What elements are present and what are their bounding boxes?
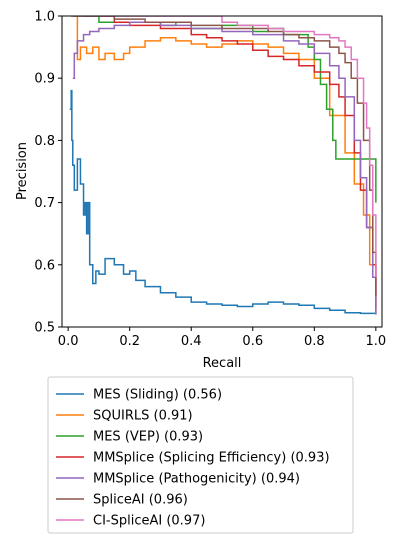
series-line-5: [83, 16, 377, 296]
x-tick-label: 0.0: [58, 334, 79, 349]
y-tick-label: 1.0: [34, 10, 55, 25]
legend-label: MMSplice (Pathogenicity) (0.94): [93, 472, 300, 487]
y-tick-label: 0.5: [34, 321, 55, 336]
y-axis-label: Precision: [15, 142, 30, 200]
x-tick-label: 0.8: [304, 334, 325, 349]
legend-label: MMSplice (Splicing Efficiency) (0.93): [93, 451, 330, 466]
x-tick-label: 1.0: [366, 334, 387, 349]
series-line-1: [71, 16, 377, 315]
series-line-0: [69, 89, 377, 315]
series-line-3: [98, 16, 377, 309]
legend-label: MES (VEP) (0.93): [93, 430, 203, 445]
legend-items: MES (Sliding) (0.56) SQUIRLS (0.91) MES (V…: [56, 388, 330, 529]
series-line-4: [72, 21, 377, 315]
y-axis-ticks: 0.5 0.6 0.7 0.8 0.9 1.0: [34, 10, 62, 336]
legend-frame: [47, 376, 354, 534]
y-tick-label: 0.7: [34, 196, 55, 211]
y-tick-label: 0.6: [34, 258, 55, 273]
x-tick-label: 0.2: [119, 334, 140, 349]
x-axis-label: Recall: [203, 356, 242, 371]
legend-label: SQUIRLS (0.91): [93, 409, 193, 424]
legend-label: MES (Sliding) (0.56): [93, 388, 222, 403]
x-tick-label: 0.6: [242, 334, 263, 349]
plot-frame: [61, 15, 383, 328]
y-tick-label: 0.8: [34, 134, 55, 149]
legend-label: SpliceAI (0.96): [93, 493, 188, 508]
y-tick-label: 0.9: [34, 72, 55, 87]
series-layer: [69, 16, 377, 315]
x-axis-ticks: 0.0 0.2 0.4 0.6 0.8 1.0: [58, 327, 386, 349]
plot-area: 0.0 0.2 0.4 0.6 0.8 1.0 0.5 0.6 0.7 0.8 0.9 1.0 Re…: [15, 10, 386, 372]
series-line-6: [71, 16, 377, 278]
legend-label: CI-SpliceAI (0.97): [93, 514, 205, 529]
legend: MES (Sliding) (0.56) SQUIRLS (0.91) MES (V…: [47, 376, 354, 534]
x-tick-label: 0.4: [181, 334, 202, 349]
